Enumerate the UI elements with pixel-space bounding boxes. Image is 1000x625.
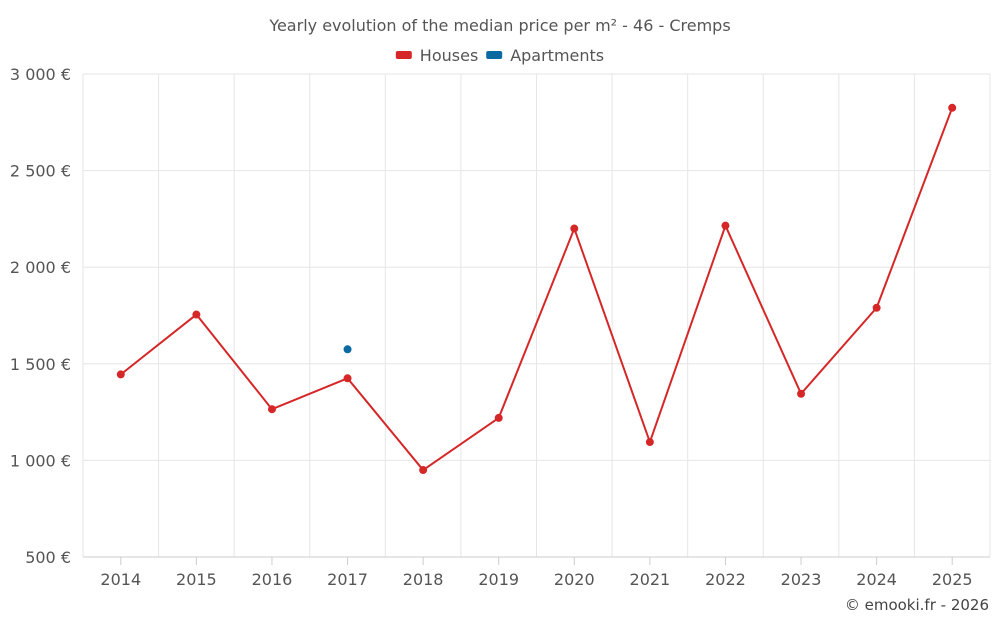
x-tick-label: 2024 xyxy=(856,570,897,589)
x-tick-label: 2020 xyxy=(554,570,595,589)
grid xyxy=(82,73,991,557)
data-point-houses[interactable] xyxy=(494,413,503,422)
series-line-houses xyxy=(120,107,954,472)
data-point-houses[interactable] xyxy=(419,466,428,475)
data-point-houses[interactable] xyxy=(116,370,125,379)
y-tick-label: 2 500 € xyxy=(10,162,71,181)
x-tick-label: 2018 xyxy=(403,570,444,589)
x-tick-label: 2021 xyxy=(630,570,671,589)
y-tick-label: 1 500 € xyxy=(10,355,71,374)
data-point-houses[interactable] xyxy=(570,224,579,233)
series xyxy=(116,103,957,475)
legend-swatch xyxy=(395,51,412,59)
data-point-houses[interactable] xyxy=(192,310,201,319)
data-point-apartments[interactable] xyxy=(343,345,352,354)
x-tick-label: 2023 xyxy=(781,570,822,589)
x-tick-label: 2025 xyxy=(932,570,973,589)
y-tick-label: 3 000 € xyxy=(10,65,71,84)
y-tick-label: 2 000 € xyxy=(10,258,71,277)
legend-swatch xyxy=(486,51,503,59)
credit-text: © emooki.fr - 2026 xyxy=(845,596,989,614)
x-tick-label: 2014 xyxy=(100,570,141,589)
data-point-houses[interactable] xyxy=(948,103,957,112)
data-point-houses[interactable] xyxy=(721,221,730,230)
data-point-houses[interactable] xyxy=(797,389,806,398)
data-point-houses[interactable] xyxy=(343,374,352,383)
legend-label: Apartments xyxy=(510,46,604,65)
legend: Houses Apartments xyxy=(395,46,604,65)
x-tick-label: 2017 xyxy=(327,570,368,589)
data-point-houses[interactable] xyxy=(645,438,654,447)
chart-title: Yearly evolution of the median price per… xyxy=(268,16,730,35)
data-point-houses[interactable] xyxy=(267,405,276,414)
y-tick-label: 1 000 € xyxy=(10,451,71,470)
legend-item-apartments[interactable]: Apartments xyxy=(486,46,604,65)
x-tick-label: 2019 xyxy=(478,570,519,589)
y-tick-label: 500 € xyxy=(25,548,71,567)
legend-label: Houses xyxy=(420,46,478,65)
legend-item-houses[interactable]: Houses xyxy=(395,46,478,65)
x-tick-label: 2016 xyxy=(252,570,293,589)
data-point-houses[interactable] xyxy=(872,303,881,312)
x-tick-label: 2015 xyxy=(176,570,217,589)
x-tick-label: 2022 xyxy=(705,570,746,589)
axes: 500 € 1 000 € 1 500 € 2 000 € 2 500 € 3 000 €… xyxy=(10,65,990,589)
